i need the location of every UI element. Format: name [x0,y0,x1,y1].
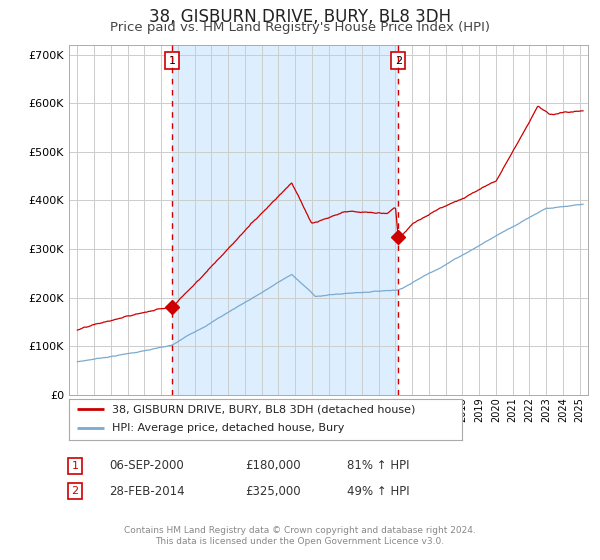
Bar [172,45,398,395]
Text: 1: 1 [71,461,79,471]
Text: Price paid vs. HM Land Registry's House Price Index (HPI): Price paid vs. HM Land Registry's House … [110,21,490,34]
Text: £180,000: £180,000 [245,459,301,473]
Text: 28-FEB-2014: 28-FEB-2014 [109,484,185,498]
Text: This data is licensed under the Open Government Licence v3.0.: This data is licensed under the Open Gov… [155,537,445,546]
Text: 06-SEP-2000: 06-SEP-2000 [110,459,184,473]
Text: £325,000: £325,000 [245,484,301,498]
Text: 1: 1 [169,55,176,66]
Text: HPI: Average price, detached house, Bury: HPI: Average price, detached house, Bury [112,423,344,433]
Text: 2: 2 [71,486,79,496]
Text: 38, GISBURN DRIVE, BURY, BL8 3DH: 38, GISBURN DRIVE, BURY, BL8 3DH [149,8,451,26]
Text: 49% ↑ HPI: 49% ↑ HPI [347,484,409,498]
Text: 81% ↑ HPI: 81% ↑ HPI [347,459,409,473]
Text: 38, GISBURN DRIVE, BURY, BL8 3DH (detached house): 38, GISBURN DRIVE, BURY, BL8 3DH (detach… [112,404,416,414]
Text: Contains HM Land Registry data © Crown copyright and database right 2024.: Contains HM Land Registry data © Crown c… [124,526,476,535]
Text: 2: 2 [395,55,402,66]
